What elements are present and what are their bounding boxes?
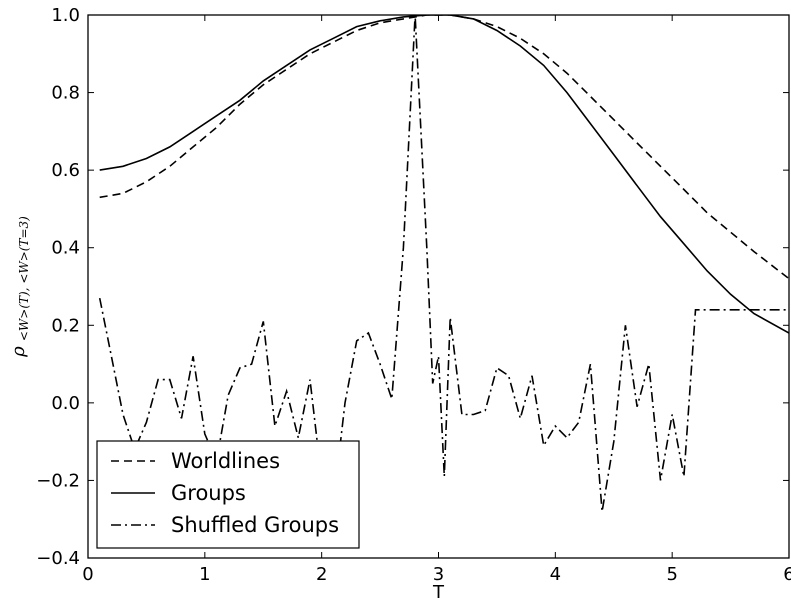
series-line-shuffled-groups [98,15,789,512]
y-tick-label: 1.0 [51,5,80,26]
x-tick-label: 1 [199,564,210,585]
y-tick-label: 0.8 [51,83,80,104]
y-tick-label: 0.6 [51,160,80,181]
x-tick-label: 0 [82,564,93,585]
x-tick-label: 2 [316,564,327,585]
series-layer [98,15,789,512]
y-tick-label: −0.2 [36,470,80,491]
y-tick-label: 0.2 [51,315,80,336]
svg-text:ρ <W>(T), <W>(T=3): ρ <W>(T), <W>(T=3) [8,216,31,358]
series-line-groups [99,15,789,334]
legend-label: Shuffled Groups [171,513,339,537]
legend-label: Groups [171,481,246,505]
y-tick-label: −0.4 [36,548,80,569]
y-axis-label-subscript: <W>(T), <W>(T=3) [17,216,31,341]
y-axis-label-rho: ρ [8,346,29,358]
y-tick-label: 0.0 [51,393,80,414]
x-axis-label: T [432,582,445,601]
legend-box [96,440,360,549]
x-tick-label: 6 [783,564,791,585]
legend-label: Worldlines [171,449,280,473]
series-line-worldlines [99,15,789,280]
y-tick-label: 0.4 [51,238,80,259]
y-axis-label: ρ <W>(T), <W>(T=3) [8,216,31,358]
legend: Worldlines Groups Shuffled Groups [96,440,360,549]
x-tick-label: 5 [666,564,677,585]
x-tick-label: 3 [433,564,444,585]
ticks-layer: 0 1 2 3 4 5 6 −0.4 −0.2 0.0 0.2 0.4 0.6 0.8 1.0 [36,5,791,585]
x-tick-label: 4 [550,564,561,585]
